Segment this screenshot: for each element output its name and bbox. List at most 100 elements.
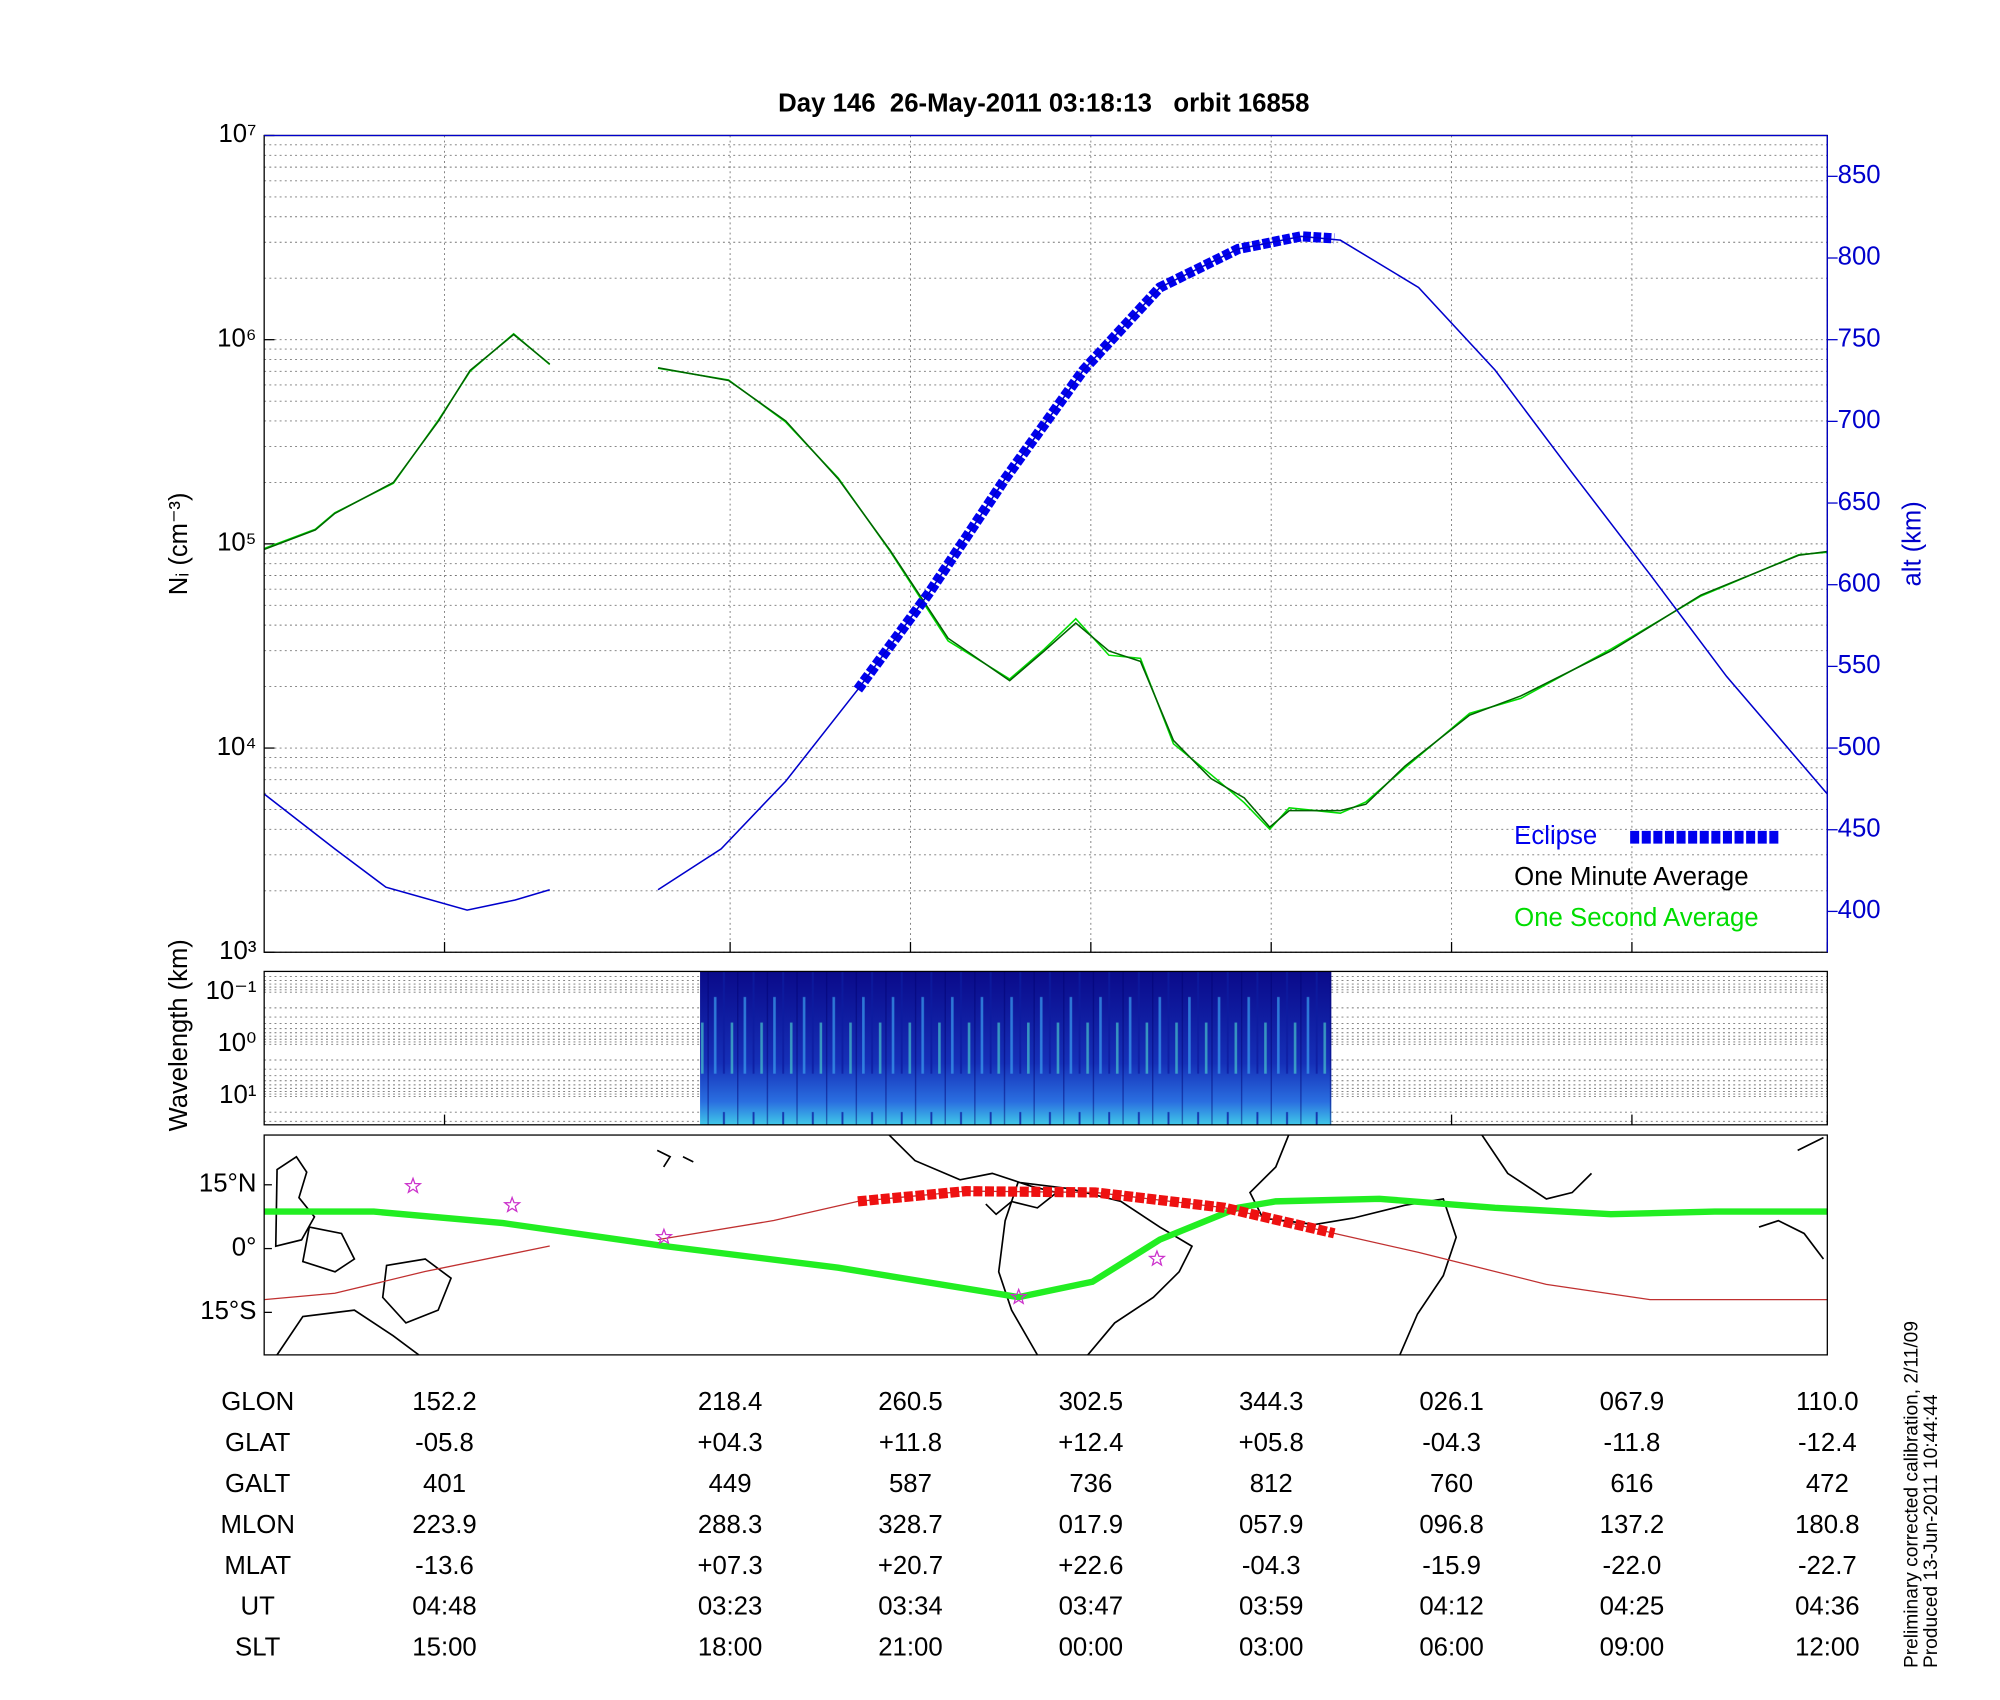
plot-frame [263,970,1828,1126]
row-value: 15:00 [412,1634,476,1662]
star-marker [1009,1287,1028,1305]
row-value: 017.9 [1059,1511,1123,1539]
track-line [264,1190,1828,1301]
row-value: 03:34 [878,1593,942,1621]
y-tick-label: 10⁰ [217,1029,256,1057]
y-tick-label: 10³ [219,937,257,965]
coast-indian [1758,1136,1825,1260]
chart-title: Day 146 26-May-2011 03:18:13 orbit 16858 [778,90,1309,118]
row-value: +12.4 [1058,1429,1123,1457]
coast-islands [656,1149,694,1168]
series-line [264,333,1828,829]
plot-lines [264,231,1828,911]
row-value: 760 [1430,1470,1473,1498]
star-marker [502,1195,522,1213]
coastlines [274,1135,1825,1355]
row-value: -04.3 [1422,1429,1481,1457]
y2-tick-label: 400 [1838,896,1881,924]
row-value: 04:36 [1795,1593,1859,1621]
row-label: MLAT [224,1552,291,1580]
y-tick-label: 10⁻¹ [206,977,257,1005]
y2-tick-label: 650 [1838,488,1881,516]
row-value: 288.3 [698,1511,762,1539]
row-label: SLT [235,1634,281,1662]
row-value: 812 [1250,1470,1293,1498]
eclipse-track [857,1186,1336,1239]
legend-label: One Minute Average [1514,863,1748,891]
row-value: 736 [1069,1470,1112,1498]
row-value: 03:23 [698,1593,762,1621]
row-value: -12.4 [1798,1429,1857,1457]
row-value: +20.7 [878,1552,943,1580]
row-value: 18:00 [698,1634,762,1662]
row-value: 260.5 [878,1388,942,1416]
side-note: Preliminary corrected calibration, 2/11/… [1901,1321,1922,1668]
row-value: -05.8 [415,1429,474,1457]
y-tick-label: 10⁶ [217,325,256,353]
series-line [264,235,1828,911]
row-value: 026.1 [1419,1388,1483,1416]
star-marker [654,1227,674,1245]
row-value: -11.8 [1604,1429,1661,1457]
y2-tick-label: 450 [1838,815,1881,843]
row-value: +04.3 [698,1429,763,1457]
row-value: 12:00 [1795,1634,1859,1662]
y-tick-label: 15°S [200,1297,256,1325]
track-line [264,1195,1828,1301]
row-value: -13.6 [415,1552,474,1580]
row-value: +05.8 [1239,1429,1304,1457]
row-value: -22.7 [1798,1552,1857,1580]
row-value: 00:00 [1059,1634,1123,1662]
row-value: 067.9 [1600,1388,1664,1416]
y2-tick-label: 600 [1838,570,1881,598]
row-value: -22.0 [1603,1552,1662,1580]
y-tick-label: 10⁴ [217,733,257,761]
row-value: 587 [889,1470,932,1498]
eclipse-line [853,231,1335,693]
row-value: 401 [423,1470,466,1498]
row-value: 110.0 [1796,1388,1859,1416]
row-value: 03:47 [1059,1593,1123,1621]
y2-tick-label: 550 [1838,651,1881,679]
y-tick-label: 10⁵ [217,529,256,557]
spectrogram-texture [700,971,1332,1125]
row-value: 472 [1806,1470,1849,1498]
row-value: -04.3 [1242,1552,1301,1580]
row-value: 223.9 [412,1511,476,1539]
row-value: +11.8 [879,1429,942,1457]
star-marker [403,1176,423,1194]
row-value: 04:25 [1600,1593,1664,1621]
row-value: +07.3 [698,1552,763,1580]
row-value: 09:00 [1600,1634,1664,1662]
coast-africa [1248,1135,1593,1355]
map-tracks [264,1176,1828,1305]
y2-tick-label: 850 [1838,161,1881,189]
y-tick-label: 10⁷ [218,120,256,148]
row-value: -15.9 [1422,1552,1481,1580]
row-value: 04:48 [412,1593,476,1621]
row-value: 057.9 [1239,1511,1303,1539]
row-value: +22.6 [1058,1552,1123,1580]
y-axis-label: Wavelength (km) [165,939,193,1131]
row-value: 04:12 [1419,1593,1483,1621]
y-tick-label: 0° [232,1233,257,1261]
y-tick-label: 10¹ [219,1081,256,1109]
star-marker [1147,1249,1167,1267]
y-tick-label: 15°N [199,1170,257,1198]
row-value: 21:00 [878,1634,942,1662]
legend-label: Eclipse [1514,822,1597,850]
row-label: MLON [221,1511,295,1539]
row-value: 328.7 [878,1511,942,1539]
row-value: 180.8 [1795,1511,1859,1539]
y2-tick-label: 700 [1838,406,1881,434]
series-line [264,332,1828,831]
y2-tick-label: 800 [1838,243,1881,271]
row-value: 152.2 [412,1388,476,1416]
row-value: 03:59 [1239,1593,1303,1621]
row-value: 344.3 [1239,1388,1303,1416]
row-value: 302.5 [1059,1388,1123,1416]
row-label: GLAT [225,1429,291,1457]
y2-tick-label: 750 [1838,325,1881,353]
